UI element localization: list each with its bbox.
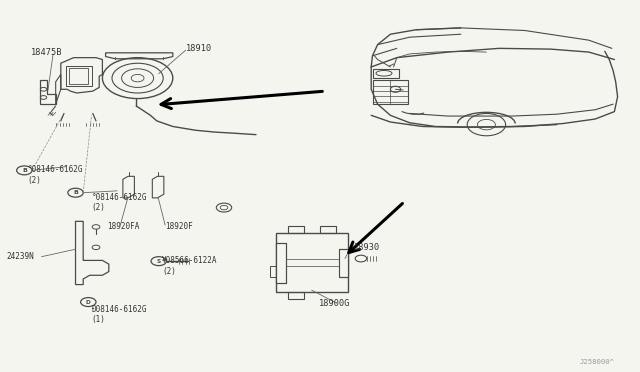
Bar (276, 233, 348, 292)
Bar (276, 243, 286, 283)
Bar (66, 66, 92, 86)
Bar (373, 80, 408, 104)
Text: B: B (22, 168, 27, 173)
Bar (69, 68, 88, 84)
Text: 18930: 18930 (354, 243, 380, 252)
Text: 18910: 18910 (186, 44, 212, 53)
Bar (288, 226, 304, 233)
Text: °08146-6162G
(2): °08146-6162G (2) (28, 165, 83, 185)
Text: 18900G: 18900G (319, 299, 350, 308)
Text: J258000^: J258000^ (579, 359, 614, 365)
Text: D: D (86, 299, 91, 305)
Bar (320, 226, 336, 233)
Bar (373, 69, 399, 78)
Bar (288, 292, 304, 299)
Text: Ð08146-6162G
(1): Ð08146-6162G (1) (92, 305, 147, 324)
Text: S: S (157, 259, 161, 264)
Text: 18475B: 18475B (31, 48, 62, 57)
Text: 18920FA: 18920FA (108, 222, 140, 231)
Text: °08146-6162G
(2): °08146-6162G (2) (92, 193, 147, 212)
Text: 24239N: 24239N (6, 252, 34, 261)
Text: ¥08566-6122A
(2): ¥08566-6122A (2) (162, 256, 218, 276)
Bar (270, 266, 276, 277)
Text: B: B (73, 190, 78, 195)
Bar (339, 249, 348, 277)
Text: 18920F: 18920F (165, 222, 193, 231)
